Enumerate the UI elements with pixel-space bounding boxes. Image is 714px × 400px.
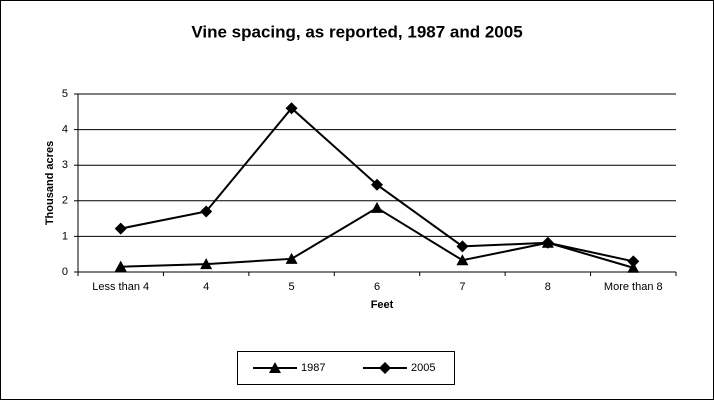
data-point [200, 258, 213, 270]
data-point [541, 236, 554, 249]
data-point [371, 178, 383, 191]
x-tick-label: 4 [203, 281, 209, 293]
data-point [456, 254, 469, 266]
data-point [114, 222, 127, 235]
data-point [627, 255, 640, 268]
x-tick-label: More than 8 [604, 281, 663, 293]
data-point [114, 260, 127, 272]
x-tick-label: 7 [459, 281, 465, 293]
data-point [371, 201, 383, 213]
chart-title: Vine spacing, as reported, 1987 and 2005 [191, 22, 522, 41]
x-tick-label: Less than 4 [92, 281, 149, 293]
data-point [200, 205, 213, 218]
x-axis-title: Feet [371, 299, 394, 311]
x-tick-label: 6 [374, 281, 380, 293]
data-point [456, 240, 469, 253]
y-tick-label: 2 [62, 195, 68, 207]
y-tick-label: 4 [62, 124, 68, 136]
y-tick-label: 5 [62, 88, 68, 100]
legend-label: 1987 [301, 362, 325, 374]
legend-marker [379, 362, 391, 374]
legend-marker [269, 362, 281, 373]
x-tick-label: 8 [545, 281, 551, 293]
y-tick-label: 3 [62, 159, 68, 171]
legend-label: 2005 [411, 362, 435, 374]
y-tick-label: 0 [62, 266, 68, 278]
data-point [285, 252, 298, 264]
data-point [285, 102, 298, 115]
x-tick-label: 5 [289, 281, 295, 293]
y-tick-label: 1 [62, 230, 68, 242]
y-axis-title: Thousand acres [44, 141, 56, 225]
